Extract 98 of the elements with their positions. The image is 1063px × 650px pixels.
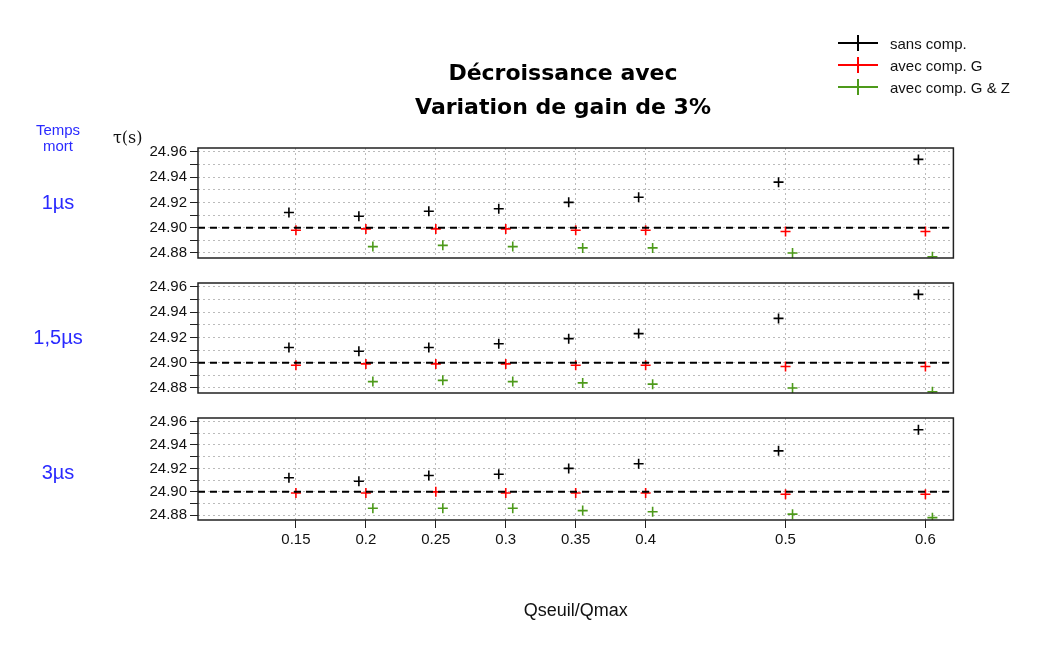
y-tick-label: 24.88 <box>149 505 187 523</box>
y-tick-label: 24.90 <box>149 352 187 370</box>
x-tick-label: 0.2 <box>355 530 377 548</box>
point <box>639 359 652 371</box>
point <box>779 488 792 501</box>
point <box>562 462 575 475</box>
point <box>562 196 575 209</box>
point <box>779 225 792 238</box>
point <box>283 206 295 219</box>
x-tick-label: 0.25 <box>421 530 451 548</box>
point <box>919 488 932 501</box>
point <box>772 312 785 325</box>
point <box>786 382 799 393</box>
point <box>506 375 519 388</box>
point <box>353 475 365 488</box>
legend-label: sans comp. <box>890 34 967 52</box>
y-axis-title: τ(s) <box>113 128 143 147</box>
point <box>353 345 365 358</box>
y-tick-label: 24.92 <box>149 458 187 476</box>
y-tick-label: 24.92 <box>149 192 187 210</box>
y-tick-label: 24.90 <box>149 217 187 235</box>
chart-title: Décroissance avec Variation de gain de 3% <box>414 59 712 121</box>
point <box>779 360 792 373</box>
point <box>562 332 575 345</box>
point <box>499 223 512 235</box>
point <box>786 247 799 258</box>
point <box>576 504 589 517</box>
point <box>423 205 435 218</box>
point <box>912 153 925 166</box>
point <box>569 224 582 236</box>
point <box>576 242 589 254</box>
y-tick-label: 24.94 <box>149 435 187 453</box>
point <box>646 242 659 254</box>
point <box>360 358 372 370</box>
point <box>632 457 645 470</box>
point <box>353 210 365 223</box>
point <box>437 502 449 515</box>
point <box>367 502 379 515</box>
point <box>360 487 372 499</box>
y-tick-label: 24.96 <box>149 141 187 159</box>
y-tick-label: 24.94 <box>149 167 187 185</box>
point <box>290 487 302 499</box>
point <box>639 224 652 236</box>
point <box>283 471 295 484</box>
point <box>367 375 379 388</box>
legend-label: avec comp. G & Z <box>890 78 1011 96</box>
point <box>360 223 372 235</box>
x-tick-label: 0.15 <box>281 530 311 548</box>
point <box>632 191 645 204</box>
point <box>283 341 295 354</box>
point <box>646 505 659 518</box>
point <box>367 240 379 253</box>
point <box>919 360 932 373</box>
text: 1µs <box>40 191 76 213</box>
text: Temps mort <box>34 121 82 154</box>
point <box>569 359 582 371</box>
point <box>569 487 582 499</box>
legend-label: avec comp. G <box>890 56 983 74</box>
y-tick-label: 24.90 <box>149 482 187 499</box>
point <box>632 327 645 340</box>
x-tick-label: 0.3 <box>495 530 517 548</box>
point <box>772 176 785 188</box>
x-tick-label: 0.35 <box>561 530 591 548</box>
point <box>492 468 505 481</box>
y-tick-label: 24.88 <box>149 243 187 261</box>
point <box>912 288 925 301</box>
point <box>639 487 652 499</box>
point <box>499 358 512 370</box>
point <box>423 341 435 354</box>
y-tick-label: 24.94 <box>149 302 187 320</box>
point <box>772 445 785 457</box>
point <box>912 423 925 436</box>
point <box>290 359 302 371</box>
point <box>786 508 799 520</box>
point <box>430 358 442 370</box>
point <box>499 487 512 499</box>
point <box>437 374 449 387</box>
point <box>646 378 659 390</box>
x-axis-title: Qseuil/Qmax <box>523 600 628 621</box>
point <box>492 202 505 215</box>
point <box>290 224 302 236</box>
point <box>423 469 435 482</box>
point <box>430 223 442 235</box>
x-tick-label: 0.4 <box>635 530 657 548</box>
point <box>506 240 519 253</box>
text: 1,5µs <box>32 326 84 348</box>
point <box>506 502 519 515</box>
point <box>492 337 505 350</box>
y-tick-label: 24.92 <box>149 327 187 345</box>
text: 3µs <box>40 461 76 483</box>
point <box>576 377 589 389</box>
x-tick-label: 0.6 <box>914 530 936 548</box>
point <box>437 239 449 252</box>
y-tick-label: 24.96 <box>149 411 187 429</box>
point <box>919 225 932 238</box>
x-tick-label: 0.5 <box>775 530 796 548</box>
y-tick-label: 24.96 <box>149 276 187 294</box>
y-tick-label: 24.88 <box>149 378 187 396</box>
